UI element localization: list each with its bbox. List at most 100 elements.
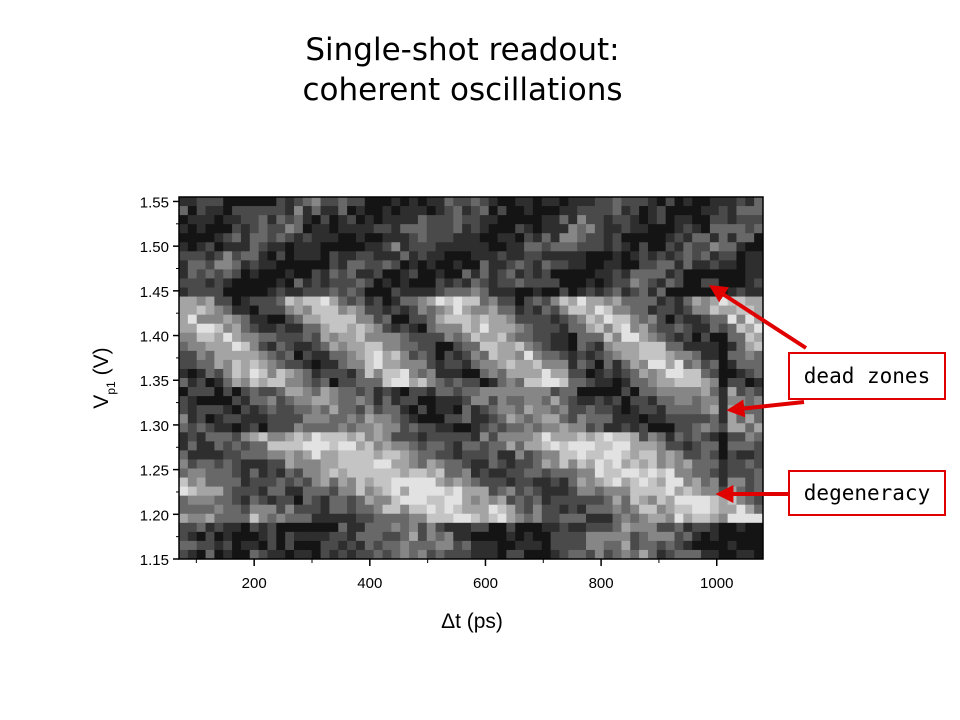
heatmap-cell [736,305,746,316]
heatmap-cell [532,531,543,542]
heatmap-cell [373,504,384,515]
heatmap-cell [347,332,357,343]
heatmap-cell [515,504,525,515]
heatmap-cell [701,468,711,479]
heatmap-cell [205,423,215,433]
heatmap-cell [285,332,295,343]
heatmap-cell [656,477,667,488]
heatmap-cell [258,522,268,533]
heatmap-cell [347,233,357,243]
heatmap-cell [532,278,543,288]
heatmap-cell [630,414,640,424]
heatmap-cell [364,540,375,551]
heatmap-cell [683,414,693,424]
heatmap-cell [718,350,729,361]
heatmap-cell [462,197,472,207]
heatmap-cell [355,359,366,370]
heatmap-cell [391,486,401,497]
heatmap-cell [479,468,490,479]
heatmap-cell [718,423,729,433]
heatmap-cell [400,414,410,424]
heatmap-cell [603,224,614,234]
heatmap-cell [444,441,454,451]
heatmap-cell [736,233,746,243]
heatmap-cell [727,242,737,252]
heatmap-cell [621,549,631,560]
heatmap-cell [426,215,437,225]
heatmap-cell [515,287,525,298]
heatmap-cell [736,260,746,270]
heatmap-cell [612,504,622,515]
heatmap-cell [276,540,286,551]
heatmap-cell [497,540,507,551]
heatmap-cell [232,287,242,298]
heatmap-cell [630,495,640,506]
heatmap-cell [232,504,242,515]
heatmap-cell [364,350,375,361]
heatmap-cell [727,459,737,469]
heatmap-cell [550,287,560,298]
heatmap-cell [692,206,702,216]
heatmap-cell [559,459,569,469]
heatmap-cell [639,495,649,506]
heatmap-cell [736,296,746,307]
heatmap-cell [196,251,207,261]
heatmap-cell [391,251,401,261]
heatmap-cell [214,242,224,252]
heatmap-cell [285,477,295,488]
heatmap-cell [506,477,516,488]
heatmap-cell [594,224,605,234]
heatmap-cell [647,287,658,298]
heatmap-cell [311,441,322,451]
heatmap-cell [240,405,251,415]
heatmap-cell [409,423,419,433]
heatmap-cell [683,432,693,442]
heatmap-cell [400,540,410,551]
heatmap-cell [347,513,357,524]
heatmap-cell [329,224,339,234]
heatmap-cell [179,305,189,316]
heatmap-cell [453,332,463,343]
heatmap-cell [417,197,428,207]
heatmap-cell [232,477,242,488]
heatmap-cell [736,269,746,279]
heatmap-cell [417,296,428,307]
heatmap-cell [276,468,286,479]
heatmap-cell [497,531,507,542]
heatmap-cell [524,305,534,316]
heatmap-cell [267,314,277,325]
heatmap-cell [214,414,224,424]
heatmap-cell [709,549,720,560]
heatmap-cell [320,251,330,261]
heatmap-cell [541,513,552,524]
heatmap-cell [603,477,614,488]
heatmap-cell [674,477,684,488]
heatmap-cell [462,206,472,216]
heatmap-cell [701,459,711,469]
heatmap-cell [285,296,295,307]
heatmap-cell [701,341,711,352]
heatmap-cell [471,378,481,388]
heatmap-cell [745,549,755,560]
heatmap-cell [524,468,534,479]
heatmap-cell [444,206,454,216]
heatmap-cell [488,233,499,243]
heatmap-cell [329,495,339,506]
heatmap-cell [488,378,499,388]
heatmap-cell [639,477,649,488]
heatmap-cell [506,423,516,433]
heatmap-cell [665,305,676,316]
heatmap-cell [409,359,419,370]
heatmap-cell [471,341,481,352]
heatmap-cell [382,450,392,460]
heatmap-cell [674,378,684,388]
heatmap-cell [497,260,507,270]
heatmap-cell [205,540,215,551]
heatmap-cell [577,260,587,270]
heatmap-cell [285,531,295,542]
heatmap-cell [718,215,729,225]
heatmap-cell [214,323,224,334]
heatmap-cell [258,405,268,415]
heatmap-cell [196,305,207,316]
heatmap-cell [338,269,348,279]
